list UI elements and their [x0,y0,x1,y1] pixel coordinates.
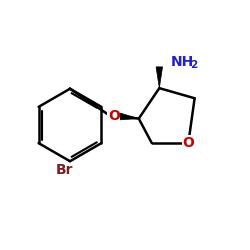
Polygon shape [117,112,139,120]
Text: NH: NH [170,55,194,69]
Text: O: O [182,136,194,150]
Text: 2: 2 [190,60,197,70]
Text: Br: Br [56,163,74,177]
Text: O: O [108,109,120,123]
Polygon shape [156,67,162,88]
